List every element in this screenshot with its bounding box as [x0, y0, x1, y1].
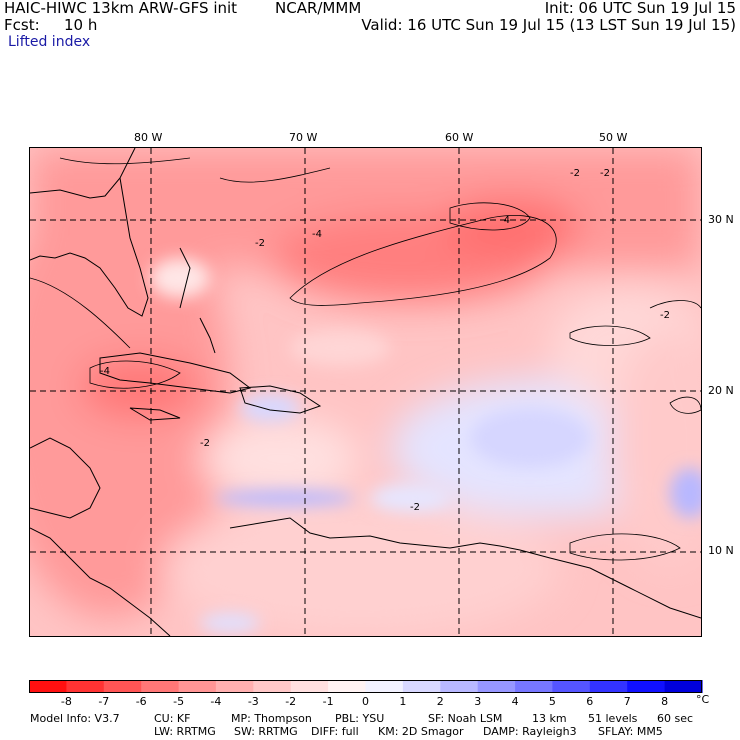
footer-sf: SF: Noah LSM: [428, 712, 503, 725]
lon-label: 70 W: [289, 131, 318, 144]
lat-label: 10 N: [708, 544, 734, 557]
contour-label: -4: [500, 215, 510, 226]
footer-mp: MP: Thompson: [231, 712, 312, 725]
field-detail: [150, 258, 701, 633]
footer-diff: DIFF: full: [311, 725, 359, 738]
map-panel: -4 -4 -2 -2 -2 -4 -2 -2 -2: [29, 147, 702, 637]
colorbar-tick-label: 3: [474, 695, 481, 706]
colorbar: -8 -7 -6 -5 -4 -3 -2 -1 0 1 2 3 4 5 6 7 8: [29, 680, 703, 706]
graticule: [30, 148, 701, 636]
colorbar-swatch: [589, 680, 628, 693]
footer-pbl: PBL: YSU: [335, 712, 385, 725]
colorbar-tick-label: 8: [661, 695, 668, 706]
colorbar-swatch: [365, 680, 404, 693]
colorbar-swatch: [66, 680, 105, 693]
colorbar-tick-label: -8: [61, 695, 72, 706]
colorbar-tick-label: -7: [98, 695, 109, 706]
contours: [30, 157, 701, 561]
init-time: Init: 06 UTC Sun 19 Jul 15: [544, 0, 736, 17]
colorbar-tick-label: 2: [437, 695, 444, 706]
lon-label: 60 W: [445, 131, 474, 144]
colorbar-swatch: [178, 680, 217, 693]
model-title: HAIC-HIWC 13km ARW-GFS init: [4, 0, 238, 17]
contour-label: -2: [200, 438, 210, 449]
colorbar-swatch: [141, 680, 180, 693]
colorbar-swatch: [515, 680, 554, 693]
colorbar-swatch: [215, 680, 254, 693]
lat-label: 30 N: [708, 213, 734, 226]
forecast-label: Fcst:: [4, 16, 40, 34]
colorbar-swatch: [402, 680, 441, 693]
contour-label: -2: [255, 238, 265, 249]
footer-timestep: 60 sec: [657, 712, 694, 725]
coastlines: [30, 148, 701, 636]
colorbar-frame: [29, 680, 702, 693]
footer-cu: CU: KF: [154, 712, 191, 725]
lat-label: 20 N: [708, 384, 734, 397]
contour-label: -2: [570, 168, 580, 179]
colorbar-swatch: [627, 680, 666, 693]
footer-resolution: 13 km: [532, 712, 567, 725]
colorbar-tick-label: -5: [173, 695, 184, 706]
colorbar-tick-label: 5: [549, 695, 556, 706]
colorbar-tick-label: -1: [323, 695, 334, 706]
footer-damp: DAMP: Rayleigh3: [483, 725, 577, 738]
forecast-hour: 10 h: [64, 16, 98, 34]
colorbar-tick-label: 1: [399, 695, 406, 706]
field-name: Lifted index: [8, 34, 91, 50]
colorbar-swatch: [328, 680, 367, 693]
organization-label: NCAR/MMM: [275, 0, 362, 17]
colorbar-swatch: [664, 680, 703, 693]
colorbar-tick-label: -2: [285, 695, 296, 706]
lon-label: 80 W: [134, 131, 163, 144]
contour-label: -2: [660, 310, 670, 321]
colorbar-tick-label: -3: [248, 695, 259, 706]
colorbar-swatch: [290, 680, 329, 693]
colorbar-tick-label: 4: [512, 695, 519, 706]
colorbar-swatch: [440, 680, 479, 693]
colorbar-ticks: -8 -7 -6 -5 -4 -3 -2 -1 0 1 2 3 4 5 6 7 8: [61, 695, 668, 706]
footer-sflay: SFLAY: MM5: [598, 725, 663, 738]
lifted-index-map: -4 -4 -2 -2 -2 -4 -2 -2 -2: [30, 148, 701, 636]
contour-label: -2: [410, 502, 420, 513]
contour-label-group: -4 -4 -2 -2 -2 -4 -2 -2 -2: [100, 168, 670, 513]
colorbar-tick-label: 6: [586, 695, 593, 706]
colorbar-swatch: [29, 680, 67, 693]
footer-sw: SW: RRTMG: [234, 725, 298, 738]
lon-label: 50 W: [599, 131, 628, 144]
colorbar-swatch: [253, 680, 292, 693]
colorbar-unit: °C: [696, 693, 710, 706]
colorbar-tick-label: 0: [362, 695, 369, 706]
contour-label: -2: [600, 168, 610, 179]
footer-levels: 51 levels: [588, 712, 638, 725]
colorbar-swatches: [29, 680, 703, 693]
footer-km: KM: 2D Smagor: [378, 725, 464, 738]
colorbar-swatch: [103, 680, 142, 693]
footer-model-info: Model Info: V3.7: [30, 712, 120, 725]
colorbar-tick-label: -6: [136, 695, 147, 706]
colorbar-tick-label: -4: [210, 695, 221, 706]
colorbar-tick-label: 7: [624, 695, 631, 706]
colorbar-swatch: [552, 680, 591, 693]
contour-label: -4: [100, 366, 110, 377]
footer-lw: LW: RRTMG: [154, 725, 216, 738]
valid-time: Valid: 16 UTC Sun 19 Jul 15 (13 LST Sun …: [361, 16, 736, 34]
colorbar-swatch: [477, 680, 516, 693]
contour-label: -4: [312, 229, 322, 240]
